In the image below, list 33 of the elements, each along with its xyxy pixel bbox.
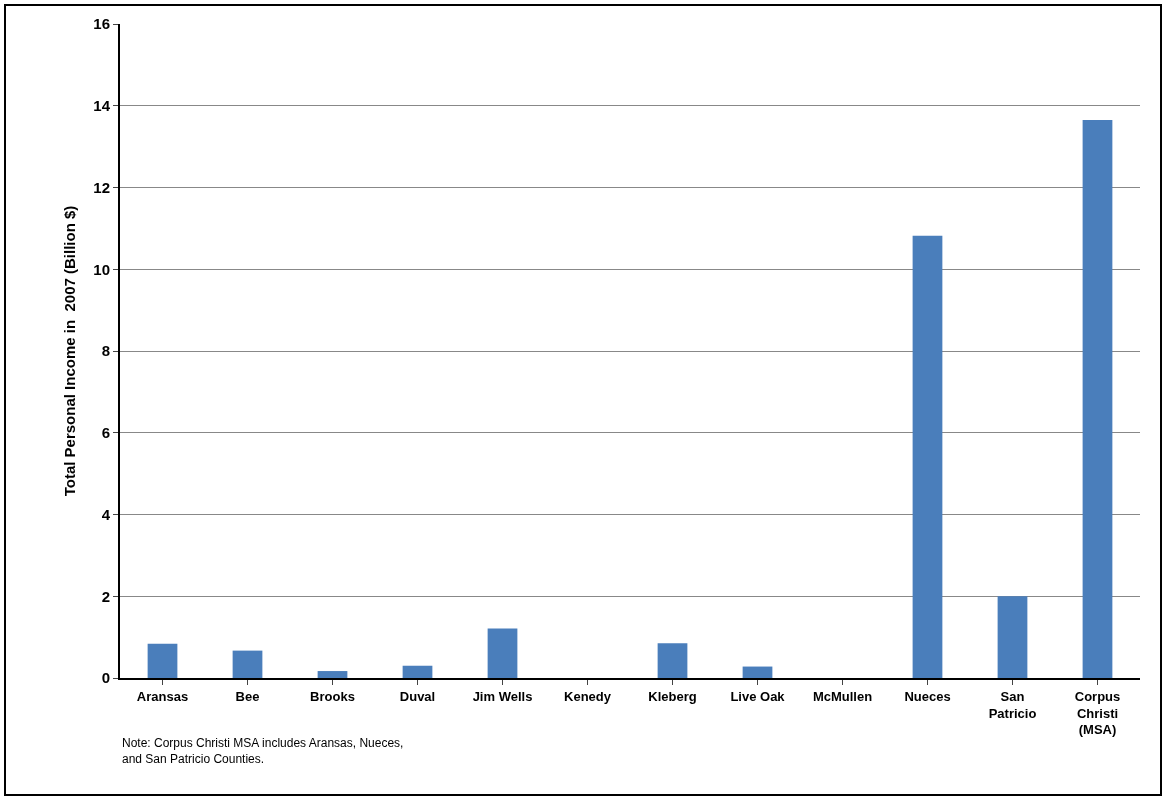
y-tick-label: 2: [101, 587, 110, 605]
y-axis-title: Total Personal Income in 2007 (Billion $): [61, 205, 79, 497]
y-tick-label: 10: [93, 260, 110, 278]
bar: [1082, 120, 1113, 678]
x-tick-label: McMullen: [812, 688, 873, 704]
y-tick-label: 12: [93, 178, 110, 196]
x-tick-label: Aransas: [136, 688, 189, 704]
bar: [402, 665, 433, 678]
bar: [657, 643, 688, 678]
bar: [232, 650, 263, 678]
x-tick-label: San Patricio: [988, 688, 1037, 721]
y-tick-label: 6: [101, 424, 110, 441]
bar: [997, 596, 1028, 678]
x-tick-label: Nueces: [904, 688, 951, 704]
y-tick-label: 4: [101, 505, 111, 523]
x-tick-label: Duval: [399, 688, 436, 704]
x-tick-label: Kleberg: [648, 688, 697, 704]
y-tick-label: 8: [101, 342, 110, 360]
x-tick-label: Brooks: [310, 688, 355, 704]
y-tick-label: 0: [101, 669, 110, 687]
y-tick-label: 16: [93, 15, 110, 33]
x-tick-label: Kenedy: [564, 688, 612, 704]
y-tick-label: 14: [93, 97, 111, 114]
text: Note: Corpus Christi MSA includes Aransas, Nueces, and San Patricio Counties.: [122, 736, 404, 766]
bar: [317, 671, 348, 678]
x-tick-label: Live Oak: [730, 688, 786, 704]
bar: [487, 628, 518, 678]
bar: [147, 643, 178, 678]
bar: [912, 235, 943, 678]
x-tick-label: Bee: [235, 688, 260, 704]
x-tick-label: Jim Wells: [472, 688, 533, 704]
x-tick-label: Corpus Christi (MSA): [1074, 688, 1121, 738]
bar: [742, 666, 773, 678]
